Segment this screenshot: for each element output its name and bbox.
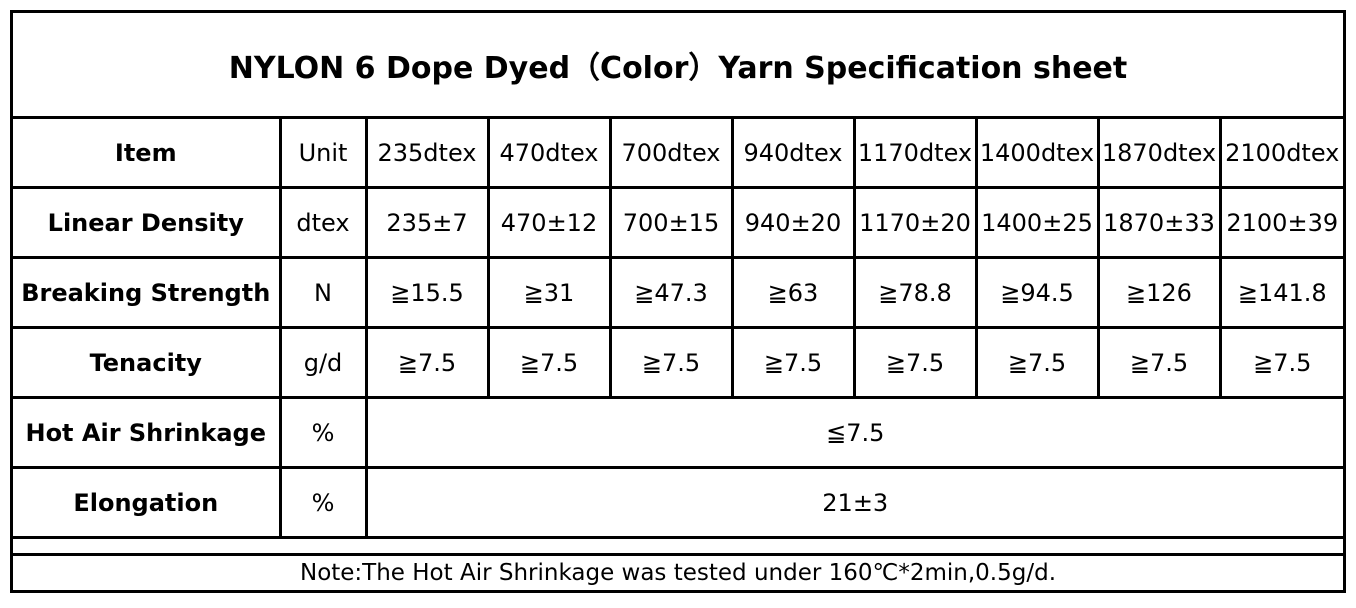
row-unit: dtex — [278, 186, 368, 259]
header-col: 470dtex — [486, 119, 612, 189]
row-unit: % — [278, 466, 368, 539]
header-unit: Unit — [278, 119, 368, 189]
row-value: ≧7.5 — [1096, 326, 1222, 399]
row-item: Breaking Strength — [13, 256, 282, 329]
row-value: ≧7.5 — [974, 326, 1100, 399]
header-col: 235dtex — [364, 119, 490, 189]
row-unit: g/d — [278, 326, 368, 399]
row-value: ≧141.8 — [1218, 256, 1343, 329]
row-value: ≧7.5 — [364, 326, 490, 399]
header-col: 1400dtex — [974, 119, 1100, 189]
row-value: ≧7.5 — [730, 326, 856, 399]
row-value: ≧7.5 — [852, 326, 978, 399]
row-item: Hot Air Shrinkage — [13, 396, 282, 469]
header-col: 940dtex — [730, 119, 856, 189]
header-col: 1170dtex — [852, 119, 978, 189]
header-col: 1870dtex — [1096, 119, 1222, 189]
row-value: 1400±25 — [974, 186, 1100, 259]
spec-table: Item Unit 235dtex 470dtex 700dtex 940dte… — [13, 119, 1343, 539]
header-col: 2100dtex — [1218, 119, 1343, 189]
table-row: Elongation % 21±3 — [13, 466, 1343, 539]
row-value: 1870±33 — [1096, 186, 1222, 259]
row-unit: % — [278, 396, 368, 469]
row-merged-value: 21±3 — [364, 466, 1343, 539]
row-item: Linear Density — [13, 186, 282, 259]
row-value: ≧7.5 — [608, 326, 734, 399]
table-row: Tenacity g/d ≧7.5 ≧7.5 ≧7.5 ≧7.5 ≧7.5 ≧7… — [13, 326, 1343, 399]
row-merged-value: ≦7.5 — [364, 396, 1343, 469]
sheet-title: NYLON 6 Dope Dyed（Color）Yarn Specificati… — [13, 13, 1343, 119]
row-value: ≧31 — [486, 256, 612, 329]
row-value: ≧47.3 — [608, 256, 734, 329]
test-note: Note:The Hot Air Shrinkage was tested un… — [13, 553, 1343, 590]
header-col: 700dtex — [608, 119, 734, 189]
row-value: 700±15 — [608, 186, 734, 259]
row-item: Tenacity — [13, 326, 282, 399]
row-value: ≧78.8 — [852, 256, 978, 329]
row-value: ≧15.5 — [364, 256, 490, 329]
row-value: 1170±20 — [852, 186, 978, 259]
row-value: 235±7 — [364, 186, 490, 259]
row-value: ≧126 — [1096, 256, 1222, 329]
row-value: 470±12 — [486, 186, 612, 259]
header-row: Item Unit 235dtex 470dtex 700dtex 940dte… — [13, 119, 1343, 189]
table-row: Breaking Strength N ≧15.5 ≧31 ≧47.3 ≧63 … — [13, 256, 1343, 329]
row-value: ≧7.5 — [1218, 326, 1343, 399]
row-value: ≧63 — [730, 256, 856, 329]
row-value: 2100±39 — [1218, 186, 1343, 259]
row-unit: N — [278, 256, 368, 329]
table-row: Hot Air Shrinkage % ≦7.5 — [13, 396, 1343, 469]
header-item: Item — [13, 119, 282, 189]
row-item: Elongation — [13, 466, 282, 539]
row-value: 940±20 — [730, 186, 856, 259]
row-value: ≧94.5 — [974, 256, 1100, 329]
spec-sheet: NYLON 6 Dope Dyed（Color）Yarn Specificati… — [10, 10, 1346, 593]
row-value: ≧7.5 — [486, 326, 612, 399]
table-row: Linear Density dtex 235±7 470±12 700±15 … — [13, 186, 1343, 259]
